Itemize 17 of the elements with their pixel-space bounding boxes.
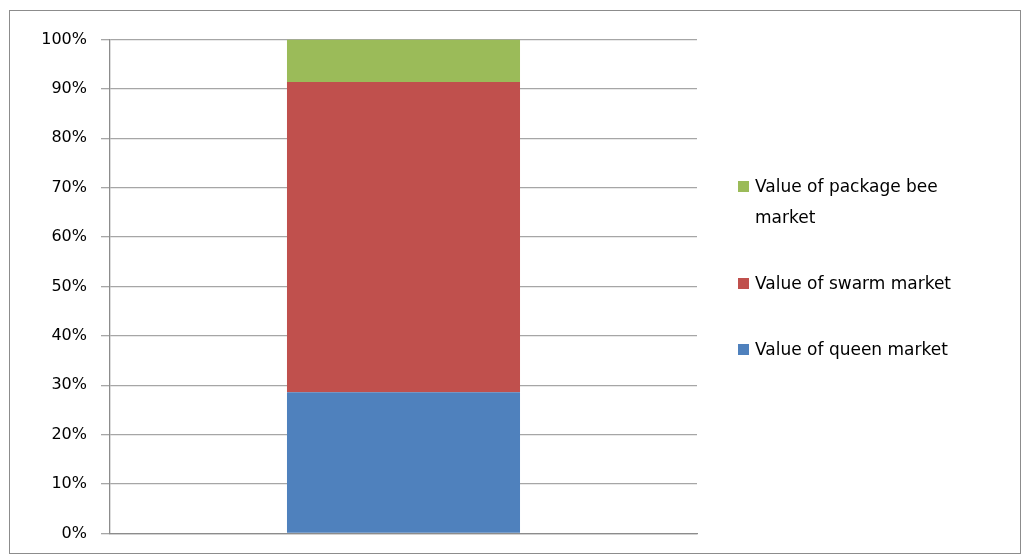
y-tick-label: 80% [51,127,87,147]
y-tick-label: 10% [51,473,87,493]
y-tick-label: 50% [51,275,87,295]
bar [286,81,521,393]
y-tick-label: 60% [51,226,87,246]
legend-label: Value of queen market [755,338,949,362]
y-tick-label: 100% [41,28,87,48]
y-tick-label: 70% [51,176,87,196]
y-tick-label: 30% [51,374,87,394]
y-tick-label: 40% [51,325,87,344]
legend-label: Value of package bee market [755,175,939,230]
bar [286,392,521,533]
y-tick-label: 0% [61,522,87,542]
y-tick-label: 90% [51,78,87,98]
bar [286,39,521,82]
y-tick-label: 20% [51,423,87,443]
legend-label: Value of swarm market [755,272,953,296]
